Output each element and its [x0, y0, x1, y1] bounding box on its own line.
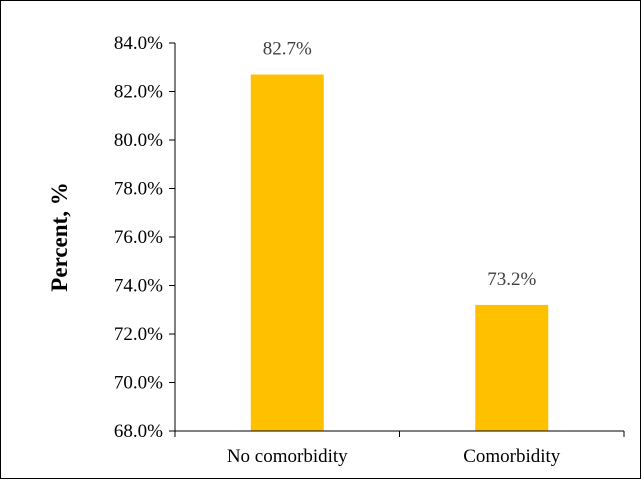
bar [250, 74, 324, 432]
y-tick-label: 76.0% [114, 227, 163, 248]
y-tick-label: 72.0% [114, 324, 163, 345]
axes-group [174, 43, 624, 432]
data-label: 73.2% [487, 269, 536, 290]
data-label: 82.7% [263, 39, 312, 60]
y-axis-title: Percent, % [47, 182, 72, 291]
x-ticks-group: No comorbidity Comorbidity [174, 431, 625, 467]
x-tick-label: Comorbidity [463, 446, 561, 467]
y-tick-label: 80.0% [114, 130, 163, 151]
y-tick-label: 84.0% [114, 33, 163, 54]
x-tick-label: No comorbidity [227, 446, 348, 467]
y-tick-label: 74.0% [114, 276, 163, 297]
y-ticks-group: 68.0% 70.0% 72.0% 74.0% 76.0% 78.0% 80.0% 82.0%… [114, 33, 175, 442]
y-tick-label: 68.0% [114, 421, 163, 442]
data-labels-group: 82.7% 73.2% [263, 39, 537, 290]
bar [475, 304, 549, 431]
y-tick-label: 82.0% [114, 82, 163, 103]
y-tick-label: 70.0% [114, 373, 163, 394]
y-tick-label: 78.0% [114, 179, 163, 200]
bars-group [250, 74, 549, 432]
